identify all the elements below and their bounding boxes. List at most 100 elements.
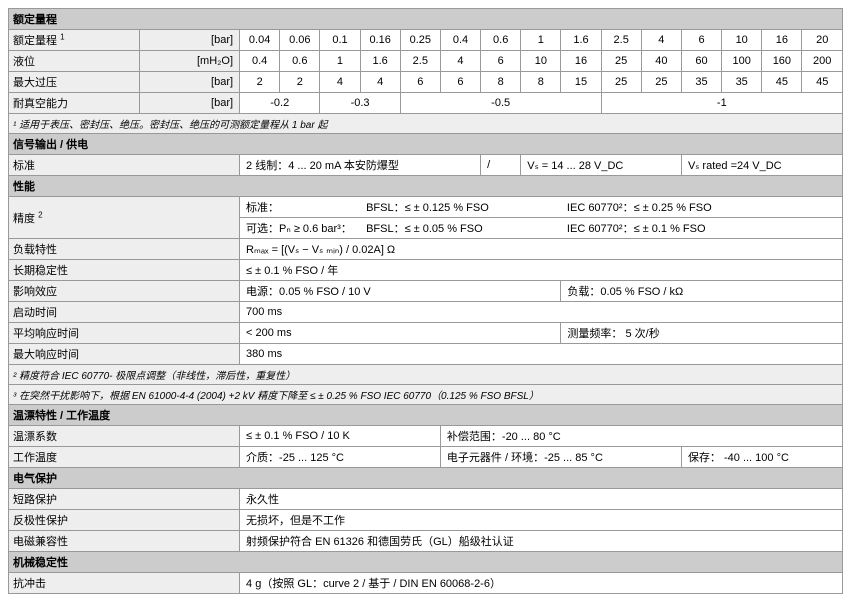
response-p2: 测量频率： 5 次/秒 [561, 323, 843, 344]
operating-p2: 电子元器件 / 环境：-25 ... 85 °C [440, 447, 681, 468]
label-vacuum: 耐真空能力 [9, 93, 140, 114]
row-emc: 电磁兼容性 射频保护符合 EN 61326 和德国劳氏（GL）船级社认证 [9, 531, 843, 552]
unit-level: [mH₂O] [139, 51, 239, 72]
footnote-1: ¹ 适用于表压、密封压、绝压。密封压、绝压的可测额定量程从 1 bar 起 [9, 114, 843, 134]
label-level: 液位 [9, 51, 140, 72]
rated-val: 1.6 [561, 30, 601, 51]
unit-vacuum: [bar] [139, 93, 239, 114]
response-p1: < 200 ms [240, 323, 561, 344]
rated-val: 10 [722, 30, 762, 51]
level-val: 25 [601, 51, 641, 72]
label-startup: 启动时间 [9, 302, 240, 323]
rated-val: 4 [641, 30, 681, 51]
level-val: 1.6 [360, 51, 400, 72]
footnote-2: ² 精度符合 IEC 60770- 极限点调整（非线性，滞后性，重复性） [9, 365, 843, 385]
startup-value: 700 ms [240, 302, 843, 323]
row-startup: 启动时间 700 ms [9, 302, 843, 323]
short-value: 永久性 [240, 489, 843, 510]
operating-p1: 介质：-25 ... 125 °C [240, 447, 441, 468]
row-drift: 温漂系数 ≤ ± 0.1 % FSO / 10 K 补偿范围：-20 ... 8… [9, 426, 843, 447]
reverse-value: 无损坏，但是不工作 [240, 510, 843, 531]
row-load: 负载特性 Rₘₐₓ = [(Vₛ − Vₛ ₘᵢₙ) / 0.02A] Ω [9, 239, 843, 260]
over-val: 4 [320, 72, 360, 93]
level-val: 0.6 [280, 51, 320, 72]
section-electrical: 电气保护 [9, 468, 843, 489]
rated-val: 0.4 [440, 30, 480, 51]
signal-p3: Vₛ = 14 ... 28 V_DC [521, 155, 682, 176]
vacuum-g4: -1 [601, 93, 842, 114]
row-shock: 抗冲击 4 g（按照 GL：curve 2 / 基于 / DIN EN 6006… [9, 573, 843, 594]
maxresp-value: 380 ms [240, 344, 843, 365]
row-influence: 影响效应 电源：0.05 % FSO / 10 V 负载：0.05 % FSO … [9, 281, 843, 302]
rated-val: 1 [521, 30, 561, 51]
label-reverse: 反极性保护 [9, 510, 240, 531]
over-val: 25 [601, 72, 641, 93]
over-val: 2 [240, 72, 280, 93]
label-load: 负载特性 [9, 239, 240, 260]
rated-val: 2.5 [601, 30, 641, 51]
unit-rated: [bar] [139, 30, 239, 51]
signal-p2: / [481, 155, 521, 176]
row-response: 平均响应时间 < 200 ms 测量频率： 5 次/秒 [9, 323, 843, 344]
over-val: 45 [762, 72, 802, 93]
level-val: 16 [561, 51, 601, 72]
row-signal-standard: 标准 2 线制：4 ... 20 mA 本安防爆型 / Vₛ = 14 ... … [9, 155, 843, 176]
label-short: 短路保护 [9, 489, 240, 510]
rated-val: 6 [681, 30, 721, 51]
rated-val: 0.16 [360, 30, 400, 51]
row-longterm: 长期稳定性 ≤ ± 0.1 % FSO / 年 [9, 260, 843, 281]
acc-1b: BFSL：≤ ± 0.125 % FSO [360, 197, 561, 218]
shock-value: 4 g（按照 GL：curve 2 / 基于 / DIN EN 60068-2-… [240, 573, 843, 594]
over-val: 4 [360, 72, 400, 93]
level-val: 40 [641, 51, 681, 72]
acc-2c: IEC 60770²：≤ ± 0.1 % FSO [561, 218, 843, 239]
level-val: 160 [762, 51, 802, 72]
rated-val: 0.25 [400, 30, 440, 51]
label-longterm: 长期稳定性 [9, 260, 240, 281]
label-influence: 影响效应 [9, 281, 240, 302]
level-val: 10 [521, 51, 561, 72]
operating-p3: 保存： -40 ... 100 °C [681, 447, 842, 468]
signal-p4: Vₛ rated =24 V_DC [681, 155, 842, 176]
label-maxresp: 最大响应时间 [9, 344, 240, 365]
acc-1a: 标准： [240, 197, 361, 218]
level-val: 2.5 [400, 51, 440, 72]
rated-val: 0.1 [320, 30, 360, 51]
over-val: 15 [561, 72, 601, 93]
row-maxresp: 最大响应时间 380 ms [9, 344, 843, 365]
label-emc: 电磁兼容性 [9, 531, 240, 552]
influence-p1: 电源：0.05 % FSO / 10 V [240, 281, 561, 302]
section-temperature: 温漂特性 / 工作温度 [9, 405, 843, 426]
row-level: 液位 [mH₂O] 0.4 0.6 1 1.6 2.5 4 6 10 16 25… [9, 51, 843, 72]
label-shock: 抗冲击 [9, 573, 240, 594]
row-short: 短路保护 永久性 [9, 489, 843, 510]
acc-2b: BFSL：≤ ± 0.05 % FSO [360, 218, 561, 239]
level-val: 4 [440, 51, 480, 72]
level-val: 0.4 [240, 51, 280, 72]
row-vacuum: 耐真空能力 [bar] -0.2 -0.3 -0.5 -1 [9, 93, 843, 114]
over-val: 8 [481, 72, 521, 93]
section-rated-range: 额定量程 [9, 9, 843, 30]
drift-p1: ≤ ± 0.1 % FSO / 10 K [240, 426, 441, 447]
row-reverse: 反极性保护 无损坏，但是不工作 [9, 510, 843, 531]
section-performance: 性能 [9, 176, 843, 197]
label-drift: 温漂系数 [9, 426, 240, 447]
level-val: 60 [681, 51, 721, 72]
label-overpressure: 最大过压 [9, 72, 140, 93]
over-val: 8 [521, 72, 561, 93]
signal-p1: 2 线制：4 ... 20 mA 本安防爆型 [240, 155, 481, 176]
longterm-value: ≤ ± 0.1 % FSO / 年 [240, 260, 843, 281]
row-overpressure: 最大过压 [bar] 2 2 4 4 6 6 8 8 15 25 25 35 3… [9, 72, 843, 93]
rated-val: 20 [802, 30, 843, 51]
level-val: 200 [802, 51, 843, 72]
over-val: 6 [440, 72, 480, 93]
influence-p2: 负载：0.05 % FSO / kΩ [561, 281, 843, 302]
drift-p2: 补偿范围：-20 ... 80 °C [440, 426, 842, 447]
level-val: 6 [481, 51, 521, 72]
emc-value: 射频保护符合 EN 61326 和德国劳氏（GL）船级社认证 [240, 531, 843, 552]
unit-overpressure: [bar] [139, 72, 239, 93]
vacuum-g3: -0.5 [400, 93, 601, 114]
rated-val: 0.6 [481, 30, 521, 51]
acc-1c: IEC 60770²：≤ ± 0.25 % FSO [561, 197, 843, 218]
over-val: 2 [280, 72, 320, 93]
